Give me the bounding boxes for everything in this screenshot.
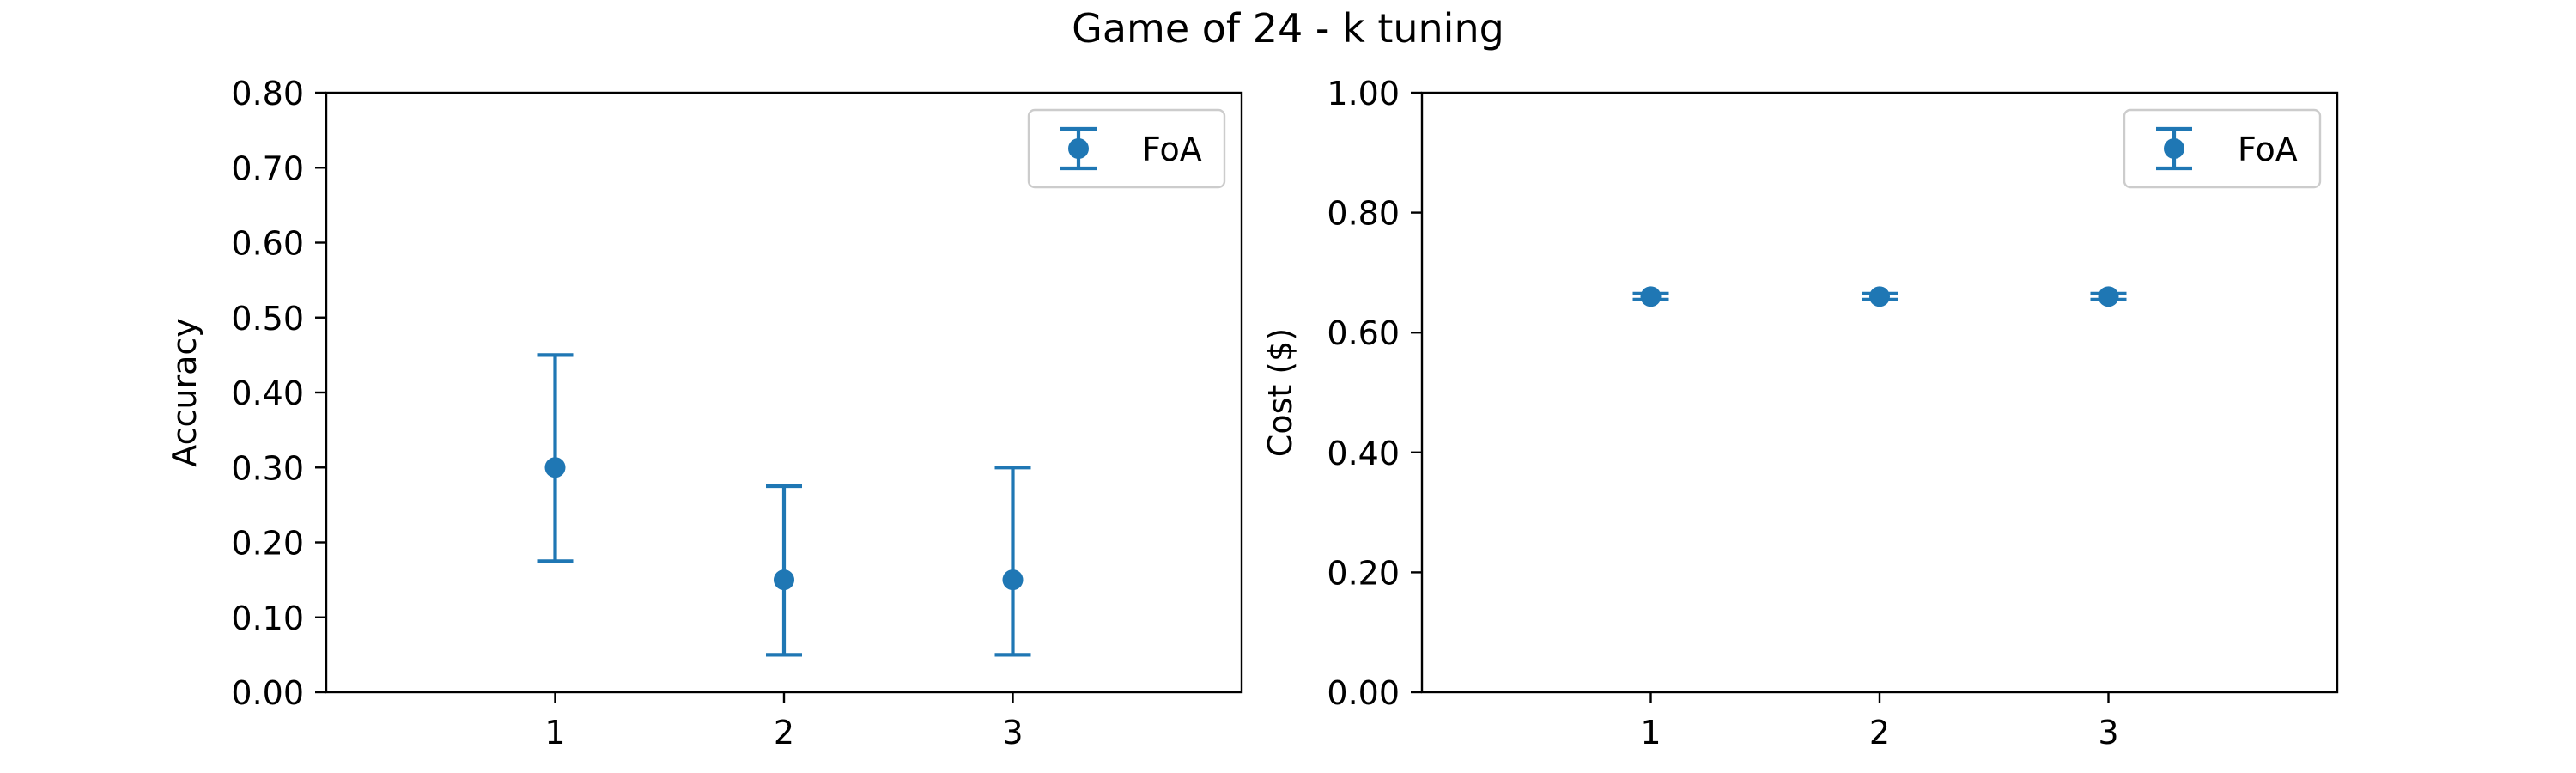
- y-tick-label: 0.20: [231, 525, 304, 563]
- y-axis-label: Cost ($): [1261, 328, 1299, 457]
- data-point: [774, 569, 794, 591]
- legend: FoA: [1027, 108, 1226, 189]
- y-tick-label: 0.70: [231, 149, 304, 187]
- legend-label: FoA: [2238, 131, 2298, 168]
- axes-frame: [325, 91, 1243, 694]
- y-tick-label: 0.80: [231, 75, 304, 113]
- y-tick-label: 0.60: [1327, 314, 1400, 352]
- y-tick-label: 0.40: [1327, 435, 1400, 472]
- x-tick-label: 1: [544, 714, 565, 752]
- x-tick-label: 2: [1869, 714, 1890, 752]
- x-tick-label: 3: [1002, 714, 1023, 752]
- data-point: [2098, 286, 2119, 307]
- chart-panel-accuracy: 0.00 0.10 0.20 0.30 0.40 0.50 0.60 0.70 0.80 1 2 3 A…: [166, 75, 1243, 752]
- panels: 0.00 0.10 0.20 0.30 0.40 0.50 0.60 0.70 0.80 1 2 3 A…: [166, 75, 2339, 752]
- y-tick-label: 0.50: [231, 300, 304, 338]
- axes-frame: [1420, 91, 2339, 694]
- x-tick-label: 2: [774, 714, 794, 752]
- y-tick-label: 0.10: [231, 600, 304, 637]
- figure-title: Game of 24 - k tuning: [1072, 5, 1504, 52]
- y-tick-label: 1.00: [1327, 75, 1400, 113]
- y-tick-label: 0.00: [231, 674, 304, 712]
- x-tick-label: 1: [1640, 714, 1661, 752]
- y-tick-label: 0.20: [1327, 554, 1400, 592]
- data-point: [1869, 286, 1890, 307]
- chart-panel-cost: 0.00 0.20 0.40 0.60 0.80 1.00 1 2 3 Cost ($) FoA: [1261, 75, 2339, 752]
- data-point: [544, 457, 566, 478]
- y-tick-label: 0.00: [1327, 674, 1400, 712]
- legend-marker: [2164, 138, 2184, 159]
- legend-marker: [1068, 138, 1089, 159]
- legend: FoA: [2123, 108, 2322, 189]
- data-point: [1640, 286, 1662, 307]
- y-tick-label: 0.40: [231, 374, 304, 412]
- y-tick-label: 0.60: [231, 225, 304, 263]
- y-tick-label: 0.30: [231, 449, 304, 487]
- y-tick-label: 0.80: [1327, 195, 1400, 233]
- legend-label: FoA: [1142, 131, 1202, 168]
- x-tick-label: 3: [2098, 714, 2118, 752]
- data-point: [1002, 569, 1024, 591]
- y-axis-label: Accuracy: [166, 318, 204, 467]
